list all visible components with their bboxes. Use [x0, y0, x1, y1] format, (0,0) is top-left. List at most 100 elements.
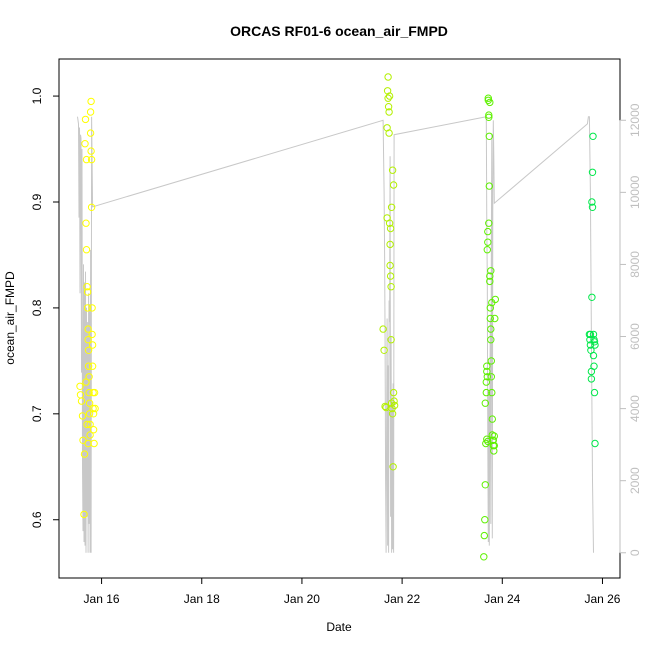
y2-tick-label: 6000 — [628, 323, 642, 350]
y2-tick-label: 10000 — [628, 175, 642, 209]
data-point — [487, 373, 495, 381]
data-point — [81, 140, 89, 148]
data-point — [77, 397, 86, 405]
data-point — [385, 108, 393, 116]
data-point — [588, 203, 597, 212]
data-point — [485, 132, 493, 141]
data-point — [487, 325, 495, 333]
data-point — [86, 420, 94, 429]
y2-tick-label: 0 — [628, 549, 642, 556]
x-tick-label: Jan 24 — [484, 592, 520, 606]
y2-tick-label: 4000 — [628, 395, 642, 422]
data-point — [384, 73, 392, 81]
data-point — [86, 129, 95, 137]
data-point — [88, 304, 96, 312]
data-point — [85, 410, 94, 418]
data-point — [85, 388, 93, 397]
data-point — [487, 336, 495, 344]
data-point — [385, 92, 394, 100]
data-point — [91, 404, 99, 413]
data-point — [484, 96, 492, 105]
data-point — [389, 181, 398, 189]
data-point — [82, 378, 90, 386]
data-point — [387, 283, 395, 291]
data-point — [86, 431, 94, 439]
data-point — [481, 399, 489, 407]
data-point — [485, 113, 493, 122]
data-point — [78, 412, 87, 420]
y-tick-label: 0.7 — [30, 405, 44, 422]
y2-tick-label: 2000 — [628, 467, 642, 494]
data-point — [89, 410, 98, 418]
x-tick-label: Jan 20 — [284, 592, 320, 606]
data-point — [484, 437, 492, 446]
data-point — [483, 362, 491, 370]
data-point — [386, 261, 394, 270]
data-point — [87, 203, 96, 212]
data-point — [85, 399, 94, 407]
data-point — [80, 510, 88, 519]
data-point — [485, 111, 493, 119]
x-tick-label: Jan 18 — [184, 592, 220, 606]
data-points-group — [76, 73, 599, 561]
y-tick-label: 0.6 — [30, 511, 44, 528]
plot-frame — [58, 58, 621, 579]
data-point — [486, 304, 494, 312]
data-point — [390, 397, 398, 405]
y-tick-label: 0.8 — [30, 299, 44, 316]
data-point — [483, 367, 491, 376]
data-point — [389, 463, 397, 471]
data-point — [481, 516, 489, 524]
data-point — [76, 382, 84, 390]
data-point — [83, 288, 92, 296]
x-axis-label: Date — [326, 620, 352, 634]
data-point — [88, 330, 96, 339]
y-tick-label: 0.9 — [30, 193, 44, 210]
data-point — [480, 553, 488, 561]
data-point — [79, 436, 87, 444]
data-point — [82, 246, 91, 254]
data-point — [590, 338, 599, 346]
data-point — [588, 293, 596, 301]
data-point — [388, 166, 397, 174]
data-point — [486, 272, 494, 280]
altitude-line-group — [77, 116, 594, 553]
data-point — [90, 388, 99, 397]
data-point — [380, 346, 388, 354]
x-tick-label: Jan 22 — [384, 592, 420, 606]
data-point — [87, 155, 96, 164]
data-point — [486, 98, 494, 107]
data-point — [480, 531, 488, 540]
data-point — [386, 240, 394, 249]
data-point — [84, 346, 93, 354]
data-point — [84, 325, 92, 333]
data-point — [590, 388, 599, 397]
data-point — [388, 410, 397, 418]
x-axis: Jan 16 Jan 18 Jan 20 Jan 22 Jan 24 Jan 26 — [84, 577, 621, 606]
data-point — [586, 330, 595, 339]
secondary-y-axis: 0 2000 4000 6000 8000 10000 12000 — [619, 103, 642, 556]
data-point — [385, 219, 394, 227]
data-point — [90, 439, 98, 448]
data-point — [489, 436, 497, 444]
data-point — [482, 378, 490, 386]
data-point — [490, 441, 498, 450]
data-point — [87, 147, 95, 155]
data-point — [86, 108, 95, 116]
data-point — [589, 330, 598, 339]
data-point — [386, 272, 395, 280]
data-point — [384, 94, 392, 102]
chart-title: ORCAS RF01-6 ocean_air_FMPD — [230, 23, 448, 39]
data-point — [589, 132, 597, 141]
data-point — [484, 238, 492, 246]
data-point — [591, 341, 599, 349]
data-point — [84, 336, 92, 344]
data-point — [84, 362, 93, 370]
y-axis-label: ocean_air_FMPD — [3, 271, 17, 365]
data-point — [81, 115, 90, 124]
data-point — [381, 402, 389, 411]
data-point — [491, 314, 499, 323]
data-point — [481, 481, 489, 489]
data-point — [589, 351, 598, 360]
data-point — [483, 246, 491, 254]
